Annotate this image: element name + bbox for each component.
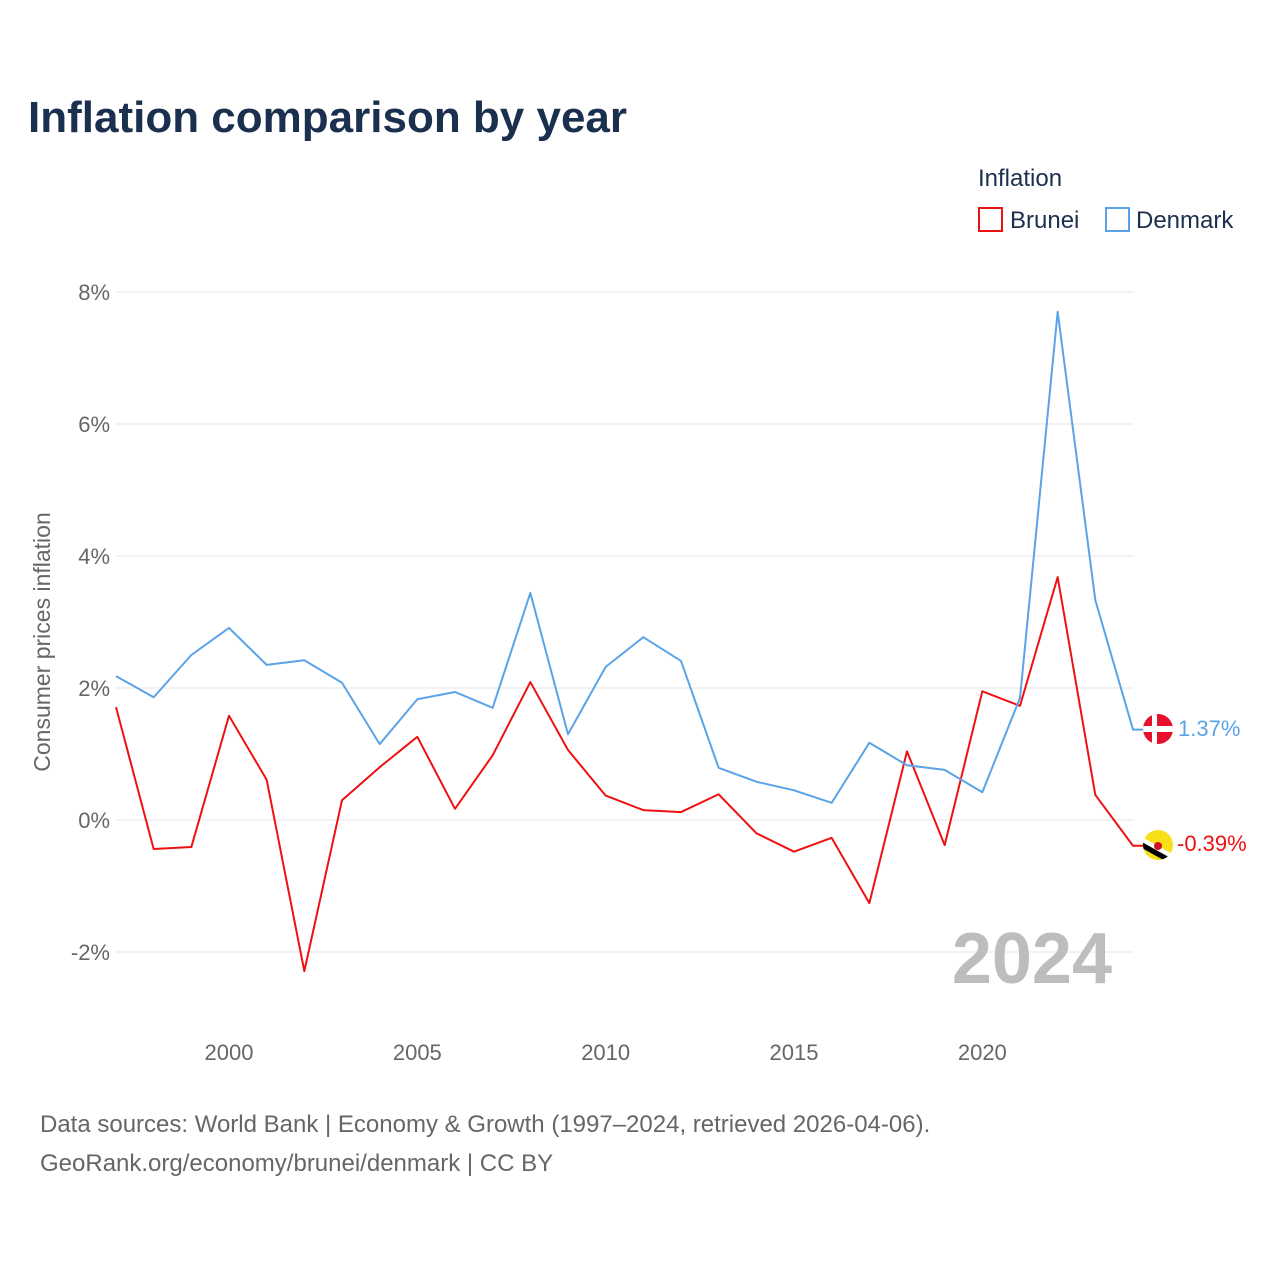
y-tick-label: 6% xyxy=(78,412,110,437)
legend-title: Inflation xyxy=(978,165,1062,192)
x-tick-label: 2010 xyxy=(581,1040,630,1065)
chart-title: Inflation comparison by year xyxy=(28,93,627,142)
brunei-end-label: -0.39% xyxy=(1177,831,1247,856)
x-tick-label: 2020 xyxy=(958,1040,1007,1065)
y-tick-label: 8% xyxy=(78,280,110,305)
legend-label-brunei: Brunei xyxy=(1010,207,1079,234)
y-tick-label: 2% xyxy=(78,676,110,701)
x-tick-label: 2005 xyxy=(393,1040,442,1065)
denmark-flag-icon xyxy=(1143,714,1173,744)
x-tick-label: 2015 xyxy=(770,1040,819,1065)
legend-swatch-denmark xyxy=(1105,207,1130,232)
y-axis-label: Consumer prices inflation xyxy=(29,512,55,772)
brunei-flag-icon xyxy=(1143,830,1173,860)
source-line-1: Data sources: World Bank | Economy & Gro… xyxy=(40,1111,930,1138)
y-tick-label: 4% xyxy=(78,544,110,569)
legend-label-denmark: Denmark xyxy=(1136,207,1234,234)
x-tick-label: 2000 xyxy=(205,1040,254,1065)
legend-swatch-brunei xyxy=(978,207,1003,232)
series-line-brunei xyxy=(115,576,1145,973)
year-annotation: 2024 xyxy=(952,919,1112,999)
series-line-denmark xyxy=(115,310,1145,804)
y-tick-label: 0% xyxy=(78,808,110,833)
legend-item-denmark[interactable]: Denmark xyxy=(1105,207,1234,234)
denmark-end-label: 1.37% xyxy=(1178,716,1240,741)
y-tick-label: -2% xyxy=(71,940,110,965)
legend-item-brunei[interactable]: Brunei xyxy=(978,207,1079,234)
source-line-2[interactable]: GeoRank.org/economy/brunei/denmark | CC … xyxy=(40,1150,553,1177)
